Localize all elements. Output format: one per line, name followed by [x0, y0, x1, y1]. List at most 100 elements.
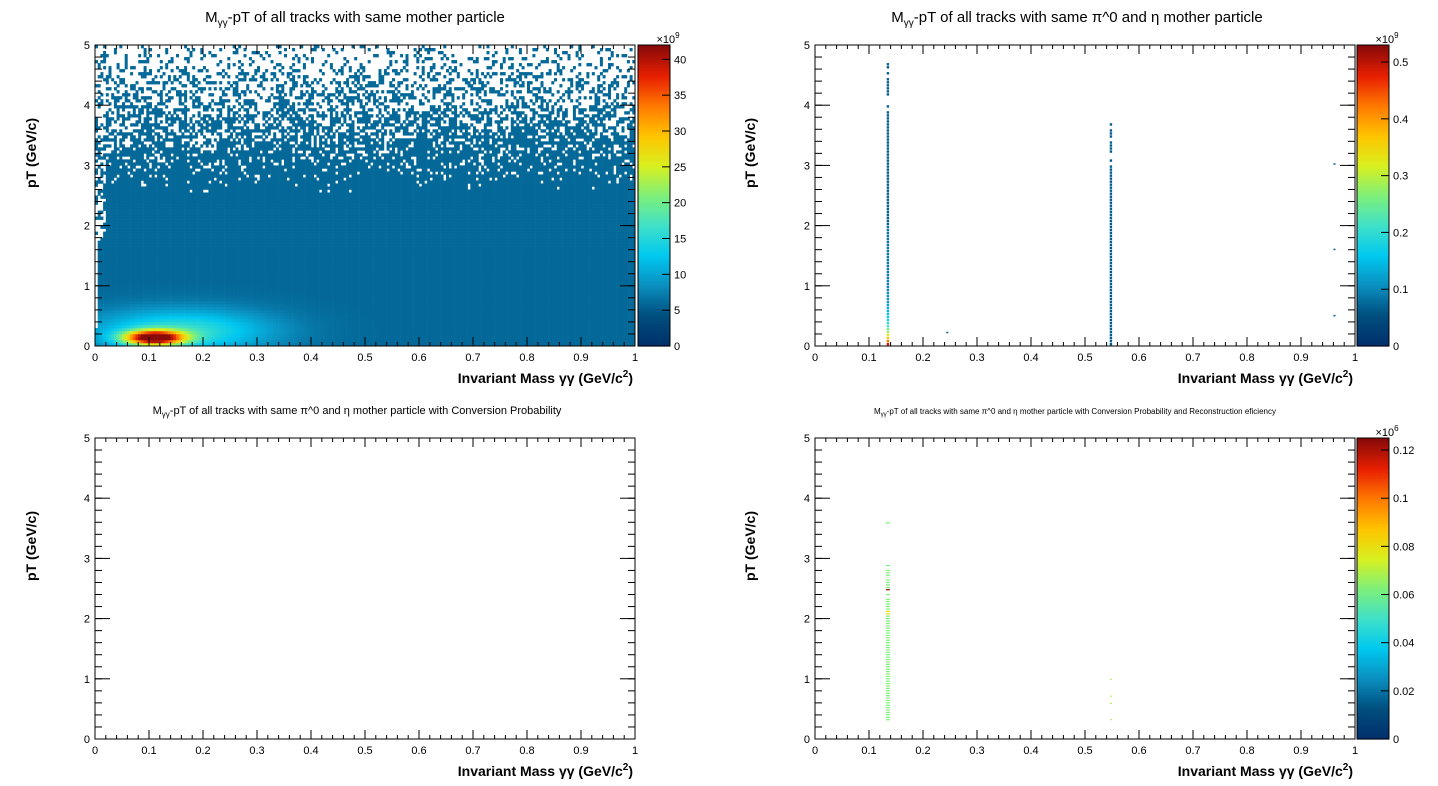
- heatmap-cell: [149, 267, 152, 272]
- heatmap-cell: [165, 165, 169, 169]
- heatmap-cell: [219, 213, 223, 217]
- heatmap-cell: [254, 135, 258, 139]
- heatmap-cell: [211, 231, 215, 235]
- heatmap-cell: [205, 69, 209, 73]
- heatmap-cell: [162, 213, 166, 217]
- heatmap-cell: [167, 342, 171, 347]
- heatmap-cell: [254, 243, 258, 247]
- heatmap-cell: [111, 165, 115, 169]
- heatmap-cell: [248, 204, 252, 208]
- heatmap-cell: [143, 162, 147, 166]
- heatmap-cell: [97, 288, 101, 293]
- heatmap-cell: [95, 144, 98, 148]
- heatmap-cell: [189, 54, 193, 58]
- heatmap-cell: [173, 294, 177, 299]
- heatmap-cell: [200, 273, 204, 278]
- heatmap-cell: [146, 312, 150, 317]
- heatmap-cell: [140, 240, 144, 244]
- heatmap-cell: [143, 303, 147, 308]
- heatmap-cell: [154, 123, 158, 127]
- heatmap-cell: [170, 249, 174, 253]
- heatmap-cell: [143, 246, 147, 250]
- heatmap-cell: [227, 204, 231, 208]
- heatmap-cell: [138, 204, 142, 208]
- heatmap-cell: [203, 303, 206, 308]
- heatmap-cell: [189, 132, 193, 136]
- heatmap-cell: [143, 213, 147, 217]
- heatmap-cell: [122, 168, 125, 172]
- heatmap-cell: [197, 258, 201, 263]
- heatmap-cell: [108, 306, 112, 311]
- heatmap-cell: [122, 258, 125, 263]
- heatmap-cell: [184, 216, 188, 220]
- heatmap-cell: [181, 183, 185, 187]
- heatmap-cell: [219, 81, 223, 85]
- heatmap-cell: [203, 336, 206, 341]
- heatmap-cell: [232, 297, 236, 302]
- heatmap-cell: [105, 294, 109, 299]
- heatmap-cell: [232, 168, 236, 172]
- heatmap-cell: [257, 84, 260, 88]
- heatmap-cell: [157, 240, 161, 244]
- heatmap-cell: [130, 168, 134, 172]
- heatmap-cell: [135, 141, 139, 145]
- heatmap-cell: [208, 246, 212, 250]
- heatmap-cell: [140, 207, 144, 211]
- heatmap-cell: [246, 270, 250, 275]
- heatmap-cell: [205, 222, 209, 226]
- heatmap-cell: [111, 282, 115, 287]
- heatmap-cell: [105, 246, 109, 250]
- heatmap-cell: [230, 342, 233, 347]
- heatmap-cell: [176, 282, 179, 287]
- heatmap-cell: [159, 207, 163, 211]
- heatmap-cell: [105, 318, 109, 323]
- heatmap-cell: [211, 153, 215, 157]
- heatmap-cell: [251, 291, 255, 296]
- heatmap-cell: [251, 117, 255, 121]
- heatmap-cell: [157, 336, 161, 341]
- heatmap-cell: [267, 180, 271, 184]
- heatmap-cell: [197, 285, 201, 290]
- heatmap-cell: [246, 333, 250, 338]
- heatmap-cell: [211, 267, 215, 272]
- heatmap-cell: [197, 333, 201, 338]
- heatmap-cell: [173, 186, 177, 190]
- heatmap-cell: [178, 123, 182, 127]
- heatmap-cell: [265, 207, 269, 211]
- heatmap-cell: [178, 261, 182, 266]
- heatmap-cell: [192, 255, 196, 260]
- heatmap-cell: [184, 72, 188, 76]
- heatmap-cell: [165, 81, 169, 85]
- heatmap-cell: [197, 147, 201, 151]
- heatmap-cell: [243, 321, 247, 326]
- heatmap-cell: [265, 261, 269, 266]
- heatmap-cell: [116, 294, 120, 299]
- heatmap-cell: [138, 192, 142, 196]
- heatmap-cell: [132, 249, 136, 253]
- heatmap-cell: [138, 327, 142, 332]
- heatmap-cell: [238, 267, 242, 272]
- heatmap-cell: [248, 189, 252, 193]
- heatmap-cell: [135, 159, 139, 163]
- heatmap-cell: [103, 297, 107, 302]
- heatmap-cell: [127, 159, 131, 163]
- heatmap-cell: [184, 186, 188, 190]
- heatmap-cell: [243, 288, 247, 293]
- heatmap-cell: [154, 273, 158, 278]
- heatmap-cell: [165, 210, 169, 214]
- heatmap-cell: [267, 210, 271, 214]
- heatmap-cell: [232, 240, 236, 244]
- heatmap-cell: [213, 189, 217, 193]
- heatmap-cell: [108, 186, 112, 190]
- heatmap-cell: [151, 288, 155, 293]
- heatmap-cell: [227, 231, 231, 235]
- heatmap-cell: [184, 228, 188, 232]
- heatmap-cell: [238, 333, 242, 338]
- heatmap-cell: [240, 153, 244, 157]
- heatmap-cell: [270, 183, 274, 187]
- heatmap-cell: [95, 201, 98, 205]
- heatmap-cell: [200, 228, 204, 232]
- heatmap-cell: [232, 270, 236, 275]
- heatmap-cell: [270, 174, 274, 178]
- heatmap-cell: [108, 243, 112, 247]
